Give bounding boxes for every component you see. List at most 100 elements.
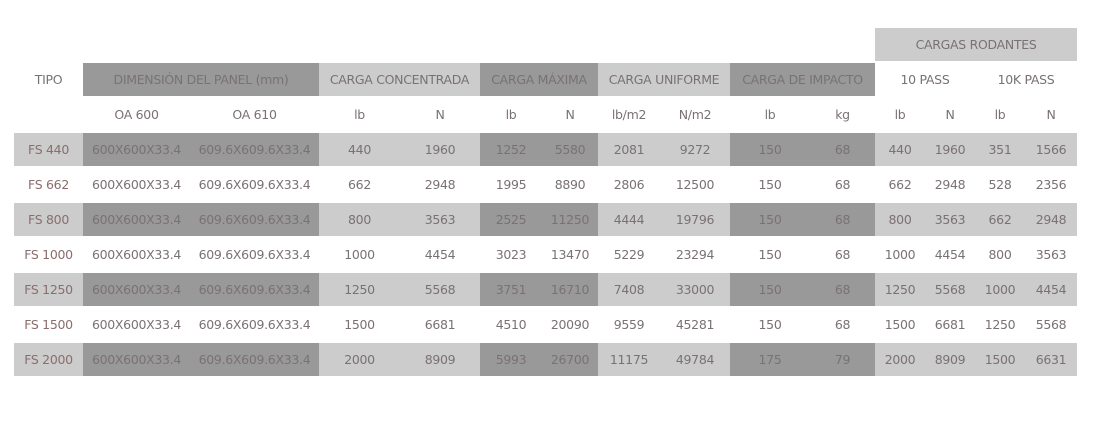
value-cell: 8890 <box>542 167 598 203</box>
load-specs-table: CARGAS RODANTES TIPO DIMENSIÓN DEL PANEL… <box>14 28 1078 378</box>
value-cell: 1250 <box>319 272 400 308</box>
value-cell: 662 <box>319 167 400 203</box>
pass-10k-header: 10K PASS <box>975 62 1078 98</box>
panel-dimension-header: DIMENSIÓN DEL PANEL (mm) <box>83 62 319 98</box>
unit-header: N <box>925 97 975 133</box>
value-cell: 662 <box>875 167 925 203</box>
value-cell: 600X600X33.4 <box>83 132 190 168</box>
type-cell: FS 662 <box>14 167 83 203</box>
header-row-1: CARGAS RODANTES <box>14 28 1078 63</box>
value-cell: 150 <box>730 167 810 203</box>
value-cell: 4444 <box>598 202 660 238</box>
type-cell: FS 440 <box>14 132 83 168</box>
unit-header: N/m2 <box>660 97 730 133</box>
rolling-loads-header: CARGAS RODANTES <box>875 28 1078 63</box>
impact-load-header: CARGA DE IMPACTO <box>730 62 875 98</box>
value-cell: 150 <box>730 132 810 168</box>
value-cell: 5580 <box>542 132 598 168</box>
value-cell: 11250 <box>542 202 598 238</box>
value-cell: 600X600X33.4 <box>83 202 190 238</box>
value-cell: 2948 <box>1025 202 1078 238</box>
value-cell: 351 <box>975 132 1025 168</box>
table-row: FS 1000 600X600X33.4 609.6X609.6X33.4 1000 4… <box>14 237 1078 273</box>
value-cell: 609.6X609.6X33.4 <box>190 132 319 168</box>
value-cell: 609.6X609.6X33.4 <box>190 307 319 343</box>
value-cell: 45281 <box>660 307 730 343</box>
type-cell: FS 800 <box>14 202 83 238</box>
value-cell: 68 <box>810 307 875 343</box>
value-cell: 1250 <box>875 272 925 308</box>
value-cell: 6681 <box>400 307 480 343</box>
value-cell: 9559 <box>598 307 660 343</box>
value-cell: 600X600X33.4 <box>83 272 190 308</box>
value-cell: 1000 <box>875 237 925 273</box>
value-cell: 440 <box>875 132 925 168</box>
value-cell: 609.6X609.6X33.4 <box>190 342 319 378</box>
value-cell: 800 <box>319 202 400 238</box>
type-header: TIPO <box>14 62 83 98</box>
header-row-2: TIPO DIMENSIÓN DEL PANEL (mm) CARGA CONC… <box>14 62 1078 98</box>
value-cell: 1960 <box>400 132 480 168</box>
value-cell: 2000 <box>875 342 925 378</box>
value-cell: 3023 <box>480 237 542 273</box>
unit-header: lb <box>319 97 400 133</box>
value-cell: 23294 <box>660 237 730 273</box>
value-cell: 5568 <box>400 272 480 308</box>
value-cell: 68 <box>810 237 875 273</box>
value-cell: 4454 <box>925 237 975 273</box>
value-cell: 49784 <box>660 342 730 378</box>
value-cell: 3563 <box>400 202 480 238</box>
value-cell: 1500 <box>875 307 925 343</box>
unit-header: lb <box>730 97 810 133</box>
value-cell: 3563 <box>1025 237 1078 273</box>
value-cell: 800 <box>975 237 1025 273</box>
value-cell: 609.6X609.6X33.4 <box>190 272 319 308</box>
unit-header: lb <box>975 97 1025 133</box>
unit-header: OA 600 <box>83 97 190 133</box>
max-load-header: CARGA MÁXIMA <box>480 62 598 98</box>
value-cell: 1000 <box>975 272 1025 308</box>
value-cell: 609.6X609.6X33.4 <box>190 237 319 273</box>
unit-header: N <box>542 97 598 133</box>
value-cell: 5993 <box>480 342 542 378</box>
type-cell: FS 2000 <box>14 342 83 378</box>
value-cell: 2525 <box>480 202 542 238</box>
table-row: FS 800 600X600X33.4 609.6X609.6X33.4 800 356… <box>14 202 1078 238</box>
value-cell: 609.6X609.6X33.4 <box>190 202 319 238</box>
table-row: FS 440 600X600X33.4 609.6X609.6X33.4 440 196… <box>14 132 1078 168</box>
value-cell: 4510 <box>480 307 542 343</box>
value-cell: 16710 <box>542 272 598 308</box>
value-cell: 2948 <box>400 167 480 203</box>
table-row: FS 662 600X600X33.4 609.6X609.6X33.4 662 294… <box>14 167 1078 203</box>
value-cell: 150 <box>730 272 810 308</box>
value-cell: 600X600X33.4 <box>83 167 190 203</box>
unit-header: OA 610 <box>190 97 319 133</box>
value-cell: 13470 <box>542 237 598 273</box>
value-cell: 5229 <box>598 237 660 273</box>
value-cell: 1960 <box>925 132 975 168</box>
type-cell: FS 1500 <box>14 307 83 343</box>
type-cell: FS 1250 <box>14 272 83 308</box>
unit-header: N <box>400 97 480 133</box>
value-cell: 2806 <box>598 167 660 203</box>
value-cell: 3563 <box>925 202 975 238</box>
value-cell: 3751 <box>480 272 542 308</box>
value-cell: 1250 <box>975 307 1025 343</box>
value-cell: 26700 <box>542 342 598 378</box>
type-cell: FS 1000 <box>14 237 83 273</box>
value-cell: 150 <box>730 307 810 343</box>
value-cell: 2000 <box>319 342 400 378</box>
value-cell: 11175 <box>598 342 660 378</box>
value-cell: 1252 <box>480 132 542 168</box>
value-cell: 68 <box>810 272 875 308</box>
value-cell: 68 <box>810 167 875 203</box>
value-cell: 33000 <box>660 272 730 308</box>
uniform-load-header: CARGA UNIFORME <box>598 62 730 98</box>
value-cell: 5568 <box>925 272 975 308</box>
value-cell: 1000 <box>319 237 400 273</box>
value-cell: 19796 <box>660 202 730 238</box>
value-cell: 2081 <box>598 132 660 168</box>
value-cell: 6631 <box>1025 342 1078 378</box>
value-cell: 79 <box>810 342 875 378</box>
